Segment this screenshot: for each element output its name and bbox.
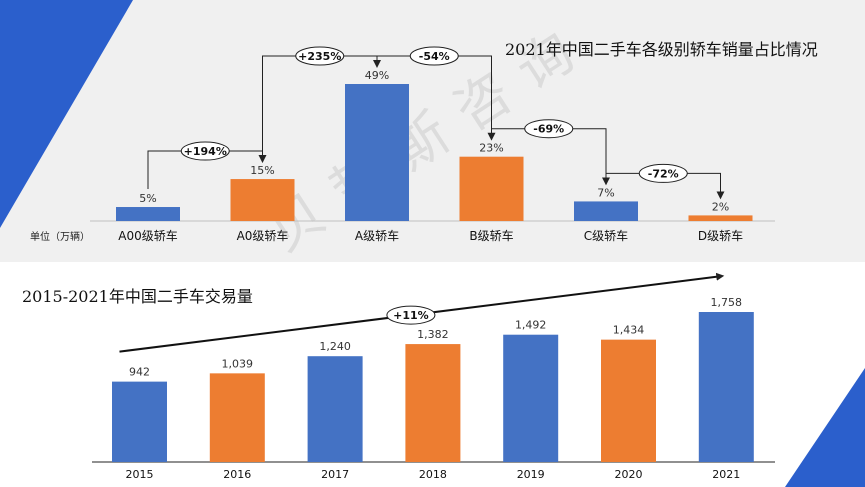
bar-2016 bbox=[209, 373, 265, 462]
bar-2021 bbox=[698, 312, 754, 462]
category-label-5: C级轿车 bbox=[584, 228, 628, 243]
category-label-4: B级轿车 bbox=[469, 228, 513, 243]
year-label-2017: 2017 bbox=[321, 468, 349, 481]
category-label-3: A级轿车 bbox=[355, 228, 399, 243]
bar-2017 bbox=[307, 356, 363, 462]
year-label-2019: 2019 bbox=[517, 468, 545, 481]
change-bubble-4 bbox=[524, 119, 574, 139]
category-label-2: A0级轿车 bbox=[237, 228, 289, 243]
bar-6 bbox=[688, 215, 753, 221]
bar-2018 bbox=[405, 344, 461, 462]
change-bubble-5 bbox=[638, 163, 688, 183]
bar-1 bbox=[116, 207, 180, 221]
category-label-1: A00级轿车 bbox=[118, 228, 177, 243]
chart-1-title: 2021年中国二手车各级别轿车销量占比情况 bbox=[505, 40, 818, 59]
bar-3 bbox=[345, 84, 409, 221]
year-label-2016: 2016 bbox=[223, 468, 251, 481]
value-label-2020: 1,434 bbox=[613, 324, 645, 337]
transaction-volume-chart: 942 2015 1,039 2016 1,240 2017 1,382 2018 1,492 2… bbox=[92, 272, 775, 481]
value-label-4: 23% bbox=[479, 142, 503, 155]
trend-bubble bbox=[386, 305, 436, 325]
year-label-2018: 2018 bbox=[419, 468, 447, 481]
value-label-6: 2% bbox=[712, 200, 729, 213]
year-label-2020: 2020 bbox=[615, 468, 643, 481]
value-label-2015: 942 bbox=[129, 366, 150, 379]
change-bubble-2 bbox=[295, 46, 345, 66]
change-label-3: -54% bbox=[419, 50, 450, 63]
bottom-right-triangle bbox=[785, 368, 865, 487]
change-label-5: -72% bbox=[648, 167, 679, 180]
unit-label: 单位（万辆） bbox=[30, 232, 90, 243]
value-label-2019: 1,492 bbox=[515, 319, 547, 332]
change-bubble-1 bbox=[180, 141, 230, 161]
value-label-2: 15% bbox=[250, 164, 274, 177]
value-label-2018: 1,382 bbox=[417, 328, 449, 341]
change-label-2: +235% bbox=[298, 50, 341, 63]
change-label-4: -69% bbox=[533, 123, 564, 136]
change-bubble-3 bbox=[409, 46, 459, 66]
bar-5 bbox=[574, 201, 638, 221]
value-label-2021: 1,758 bbox=[711, 296, 743, 309]
bar-2020 bbox=[601, 339, 656, 462]
value-label-1: 5% bbox=[139, 192, 156, 205]
value-label-2017: 1,240 bbox=[319, 340, 351, 353]
value-label-3: 49% bbox=[365, 69, 389, 82]
value-label-5: 7% bbox=[597, 186, 614, 199]
bar-2015 bbox=[112, 381, 167, 462]
year-label-2015: 2015 bbox=[126, 468, 154, 481]
bar-2019 bbox=[503, 334, 559, 462]
segment-share-chart: 5% A00级轿车 15% A0级轿车 49% A级轿车 23% B级轿车 7% C级轿车 2% D级… bbox=[90, 46, 775, 243]
bar-4 bbox=[459, 156, 524, 221]
category-label-6: D级轿车 bbox=[698, 228, 743, 243]
top-left-triangle bbox=[0, 0, 133, 228]
year-label-2021: 2021 bbox=[712, 468, 740, 481]
trend-label: +11% bbox=[393, 309, 429, 322]
value-label-2016: 1,039 bbox=[222, 357, 254, 370]
change-label-1: +194% bbox=[184, 145, 227, 158]
bar-2 bbox=[230, 179, 295, 221]
chart-2-title: 2015-2021年中国二手车交易量 bbox=[22, 287, 253, 306]
